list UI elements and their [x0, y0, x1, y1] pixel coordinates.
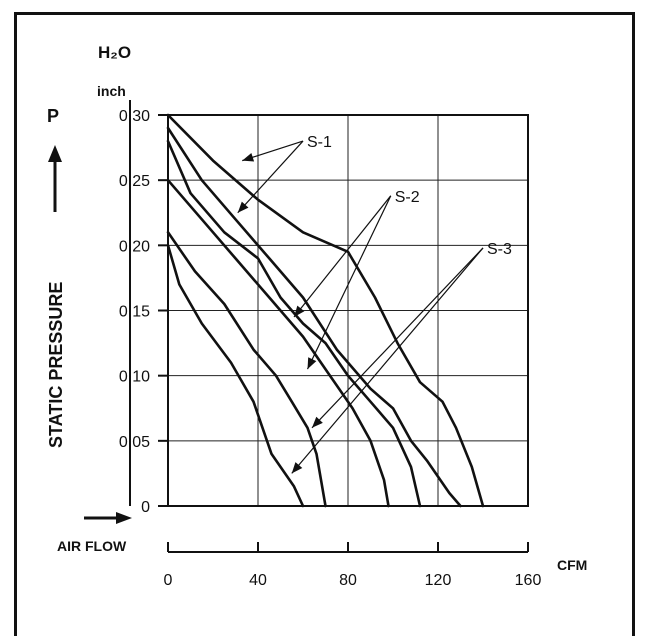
y-tick-label: 0.20 — [119, 238, 150, 255]
annotation-arrowhead — [294, 305, 305, 318]
x-unit-label: CFM — [557, 557, 587, 573]
annotation-leader — [291, 247, 484, 474]
y-axis-label: STATIC PRESSURE — [46, 282, 66, 448]
curve-s-2-4 — [166, 178, 390, 508]
annotation-arrowhead — [312, 416, 323, 428]
annotation-leader — [237, 140, 304, 214]
x-tick-label: 160 — [515, 572, 542, 589]
curve-s-3-6 — [166, 244, 305, 508]
y-tick-label: 0.25 — [119, 173, 150, 190]
annotation-leader — [311, 247, 484, 429]
y-tick-label: 0.15 — [119, 304, 150, 321]
curve-s-1-1 — [166, 113, 485, 508]
x-tick-label: 40 — [249, 572, 267, 589]
y-symbol-label: P — [47, 106, 59, 126]
x-axis-label: AIR FLOW — [57, 538, 127, 554]
y-tick-label: 0.10 — [119, 369, 150, 386]
annotation-arrowhead — [291, 462, 303, 474]
grid — [168, 115, 528, 506]
curve-s-1-2 — [166, 126, 462, 508]
annotation-arrowhead — [237, 201, 249, 213]
annotation-label-s-1: S-1 — [307, 134, 332, 151]
annotations: S-1 S-2 S-3 — [237, 134, 512, 474]
x-tick-label: 80 — [339, 572, 357, 589]
y-tick-label: 0.05 — [119, 434, 150, 451]
annotation-arrowhead — [242, 152, 255, 162]
chart-frame — [14, 12, 635, 636]
y-unit-top-label: H₂O — [98, 43, 131, 62]
x-tick-label: 120 — [425, 572, 452, 589]
y-tick-label: 0.30 — [119, 108, 150, 125]
y-tick-label: 0 — [141, 499, 150, 516]
annotation-label-s-3: S-3 — [487, 241, 512, 258]
annotation-arrowhead — [307, 357, 317, 370]
annotation-label-s-2: S-2 — [395, 189, 420, 206]
curves — [166, 113, 485, 508]
x-axis: 0 40 80 120 160 — [164, 542, 542, 589]
y-unit-label: inch — [97, 83, 126, 99]
curve-s-2-3 — [166, 139, 422, 508]
annotation-leader — [306, 195, 392, 370]
curve-s-3-5 — [166, 231, 327, 508]
y-tick-labels: 0 0.05 0.10 0.15 0.20 0.25 0.30 — [119, 100, 168, 516]
y-direction-arrow — [48, 145, 62, 212]
x-direction-arrow — [84, 512, 132, 524]
x-tick-label: 0 — [164, 572, 173, 589]
annotation-leader — [293, 195, 392, 318]
